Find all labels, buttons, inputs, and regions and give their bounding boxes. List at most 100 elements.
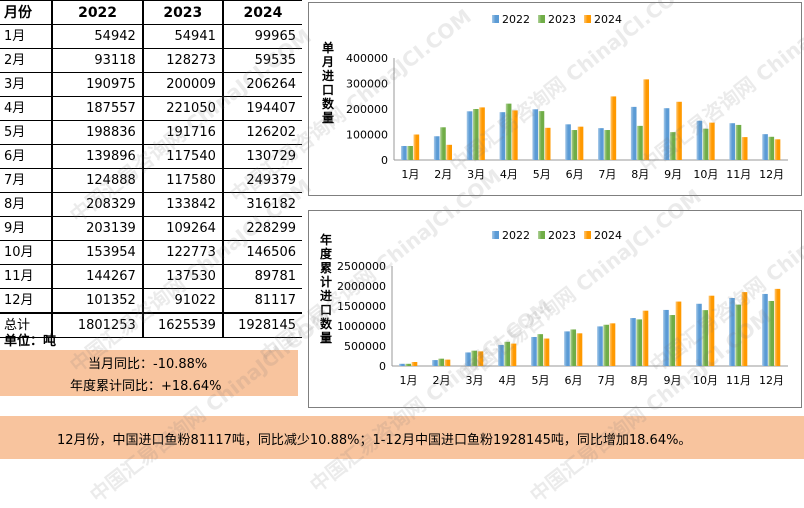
chart-frame <box>308 2 802 196</box>
bar-2024-1 <box>413 134 420 160</box>
y-tick-label: 1500000 <box>337 300 386 313</box>
bar-2023-4 <box>505 103 512 160</box>
x-tick-label: 11月 <box>726 374 751 387</box>
x-tick-label: 6月 <box>566 168 584 181</box>
x-tick-label: 12月 <box>759 168 784 181</box>
bar-2022-2 <box>433 136 440 160</box>
bar-2024-11 <box>741 137 748 160</box>
table-header-cell: 月份 <box>0 0 53 25</box>
cumulative-import-chart: 0 500000 1000000 1500000 2000000 2500000 1月 2月 3… <box>308 210 802 408</box>
bar-2023-3 <box>472 108 479 160</box>
legend-swatch-2023 <box>538 15 545 23</box>
y-tick-label: 0 <box>379 360 386 373</box>
bar-2023-7 <box>603 324 610 366</box>
table-month-cell: 9月 <box>0 216 53 241</box>
bar-2022-4 <box>498 344 504 366</box>
legend-label-2022: 2022 <box>502 13 530 26</box>
yoy-box: 当月同比：-10.88% 年度累计同比：+18.64% <box>0 350 298 396</box>
bar-2022-6 <box>565 124 571 160</box>
bar-2022-11 <box>729 298 735 366</box>
bar-2023-11 <box>735 124 742 160</box>
bar-2022-10 <box>696 303 702 366</box>
x-tick-label: 1月 <box>400 374 418 387</box>
table-month-cell: 12月 <box>0 288 53 314</box>
monthly-yoy: 当月同比：-10.88% <box>88 357 208 372</box>
bar-2023-6 <box>570 329 577 366</box>
x-tick-label: 11月 <box>726 168 751 181</box>
table-row: 8月 208329 133842 316182 <box>0 192 302 217</box>
table-month-cell: 8月 <box>0 192 53 217</box>
chart-frame <box>308 210 802 408</box>
x-tick-label: 7月 <box>598 374 616 387</box>
table-value-cell: 190975 <box>51 72 144 97</box>
bar-2022-10 <box>696 120 703 160</box>
bar-2022-1 <box>401 145 407 160</box>
bar-2022-1 <box>399 363 405 366</box>
bar-2023-11 <box>735 304 742 366</box>
x-tick-label: 4月 <box>500 168 518 181</box>
y-tick-label: 1000000 <box>337 320 386 333</box>
table-value-cell: 206264 <box>221 72 302 97</box>
bar-2023-12 <box>768 136 775 160</box>
bar-2024-8 <box>643 79 650 160</box>
bar-2023-7 <box>604 130 610 160</box>
x-tick-label: 2月 <box>433 374 451 387</box>
legend-swatch-2022 <box>492 231 499 239</box>
legend-label-2024: 2024 <box>594 13 622 26</box>
table-value-cell: 194407 <box>221 96 302 121</box>
table-month-cell: 总计 <box>0 312 53 338</box>
bar-2023-1 <box>405 363 412 366</box>
summary-text: 12月份，中国进口鱼粉81117吨，同比减少10.88%；1-12月中国进口鱼粉… <box>57 433 692 448</box>
table-month-cell: 3月 <box>0 72 53 97</box>
import-data-table: 月份 2022 2023 2024 1月 54942 54941 99965 2月 93118 1… <box>0 0 302 338</box>
x-tick-label: 5月 <box>532 374 550 387</box>
table-row: 6月 139896 117540 130729 <box>0 144 302 169</box>
bar-2024-7 <box>610 96 617 160</box>
table-value-cell: 228299 <box>221 216 302 241</box>
table-value-cell: 208329 <box>51 192 144 217</box>
table-value-cell: 146506 <box>221 240 302 265</box>
table-header-cell: 2022 <box>51 0 144 25</box>
bar-2023-5 <box>537 334 544 366</box>
y-axis-title: 单月进口数量 <box>321 40 335 125</box>
bar-2023-2 <box>440 127 446 160</box>
bar-2024-8 <box>642 310 649 366</box>
table-row: 1月 54942 54941 99965 <box>0 24 302 49</box>
bar-2023-4 <box>504 341 511 366</box>
bar-2024-5 <box>544 127 551 160</box>
table-row: 11月 144267 137530 89781 <box>0 264 302 289</box>
table-value-cell: 54941 <box>142 24 223 49</box>
table-row: 7月 124888 117580 249379 <box>0 168 302 193</box>
table-value-cell: 144267 <box>51 264 144 289</box>
table-header-cell: 2023 <box>142 0 223 25</box>
bar-2022-5 <box>532 109 539 160</box>
bar-2024-7 <box>609 323 616 366</box>
bar-2022-3 <box>466 111 473 160</box>
x-tick-label: 6月 <box>565 374 583 387</box>
bar-2023-5 <box>538 111 545 160</box>
bar-2023-8 <box>636 319 643 366</box>
bar-2022-8 <box>630 106 637 160</box>
table-month-cell: 7月 <box>0 168 53 193</box>
bar-2024-2 <box>444 359 451 366</box>
bar-2022-7 <box>598 128 604 160</box>
bar-2023-8 <box>637 125 643 160</box>
table-month-cell: 6月 <box>0 144 53 169</box>
bar-2023-9 <box>669 132 676 160</box>
legend-label-2023: 2023 <box>548 229 576 242</box>
cumulative-yoy: 年度累计同比：+18.64% <box>70 379 222 394</box>
table-month-cell: 10月 <box>0 240 53 265</box>
bar-2023-9 <box>669 315 676 366</box>
y-tick-label: 2500000 <box>337 260 386 273</box>
table-value-cell: 203139 <box>51 216 144 241</box>
legend-swatch-2022 <box>492 15 499 23</box>
bar-2024-12 <box>774 139 781 160</box>
table-value-cell: 91022 <box>142 288 223 314</box>
bar-2023-1 <box>407 145 413 160</box>
bar-2024-12 <box>774 288 781 366</box>
table-value-cell: 130729 <box>221 144 302 169</box>
x-tick-label: 9月 <box>664 168 682 181</box>
table-month-cell: 1月 <box>0 24 53 49</box>
y-tick-label: 0 <box>381 154 388 167</box>
table-row: 9月 203139 109264 228299 <box>0 216 302 241</box>
